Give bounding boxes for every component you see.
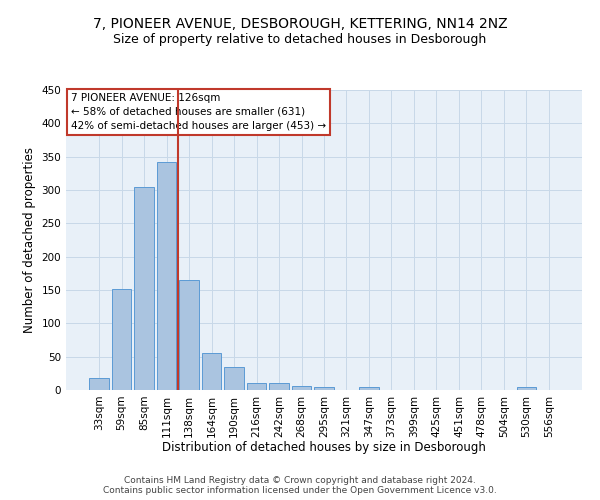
Bar — [517, 388, 536, 390]
Text: 7 PIONEER AVENUE: 126sqm
← 58% of detached houses are smaller (631)
42% of semi-: 7 PIONEER AVENUE: 126sqm ← 58% of detach… — [71, 93, 326, 131]
Text: Distribution of detached houses by size in Desborough: Distribution of detached houses by size … — [162, 441, 486, 454]
Bar — [134, 186, 154, 390]
Bar — [292, 386, 311, 390]
Text: Size of property relative to detached houses in Desborough: Size of property relative to detached ho… — [113, 32, 487, 46]
Text: Contains HM Land Registry data © Crown copyright and database right 2024.
Contai: Contains HM Land Registry data © Crown c… — [103, 476, 497, 495]
Bar — [359, 386, 379, 390]
Bar — [314, 388, 334, 390]
Text: 7, PIONEER AVENUE, DESBOROUGH, KETTERING, NN14 2NZ: 7, PIONEER AVENUE, DESBOROUGH, KETTERING… — [92, 18, 508, 32]
Bar — [269, 384, 289, 390]
Bar — [112, 288, 131, 390]
Bar — [157, 162, 176, 390]
Bar — [247, 382, 266, 390]
Bar — [224, 366, 244, 390]
Bar — [202, 354, 221, 390]
Y-axis label: Number of detached properties: Number of detached properties — [23, 147, 36, 333]
Bar — [89, 378, 109, 390]
Bar — [179, 280, 199, 390]
